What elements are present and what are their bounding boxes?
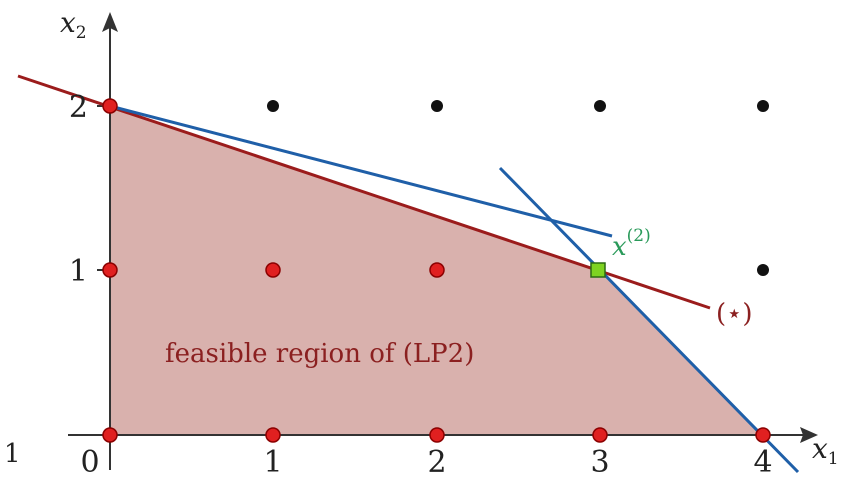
grid-point-feasible bbox=[755, 427, 771, 443]
cut-line-upper bbox=[109, 104, 613, 238]
grid-point-infeasible bbox=[431, 100, 443, 112]
infeasible-points bbox=[267, 100, 769, 276]
grid-point-feasible bbox=[592, 427, 608, 443]
grid-point-infeasible bbox=[267, 100, 279, 112]
grid-point-infeasible bbox=[757, 100, 769, 112]
x-tick-label: 3 bbox=[590, 445, 609, 478]
x-axis-label: x1 bbox=[812, 432, 839, 469]
left-edge-mark: 1 bbox=[4, 439, 21, 469]
grid-point-feasible bbox=[102, 262, 118, 278]
x-tick-label: 0 bbox=[80, 445, 99, 478]
region-label: feasible region of (LP2) bbox=[165, 339, 474, 369]
feasible-points bbox=[102, 98, 771, 443]
optimal-point-label: x(2) bbox=[612, 226, 651, 262]
y-tick-label: 1 bbox=[69, 254, 88, 289]
grid-point-infeasible bbox=[757, 264, 769, 276]
x-tick-label: 4 bbox=[753, 445, 772, 478]
optimal-point-marker bbox=[590, 262, 606, 278]
grid-point-feasible bbox=[265, 262, 281, 278]
grid-point-infeasible bbox=[594, 100, 606, 112]
grid-point-feasible bbox=[429, 427, 445, 443]
y-axis-label: x2 bbox=[60, 6, 87, 43]
grid-point-feasible bbox=[102, 427, 118, 443]
x-tick-label: 2 bbox=[427, 445, 446, 478]
grid-point-feasible bbox=[265, 427, 281, 443]
y-axis bbox=[102, 12, 118, 470]
y-tick-label: 2 bbox=[69, 90, 88, 125]
x-tick-label: 1 bbox=[263, 445, 282, 478]
tick-marks bbox=[97, 105, 110, 271]
grid-point-feasible bbox=[429, 262, 445, 278]
cut-line-steep bbox=[498, 166, 800, 474]
constraint-label: (⋆) bbox=[716, 299, 753, 329]
grid-point-feasible bbox=[102, 98, 118, 114]
